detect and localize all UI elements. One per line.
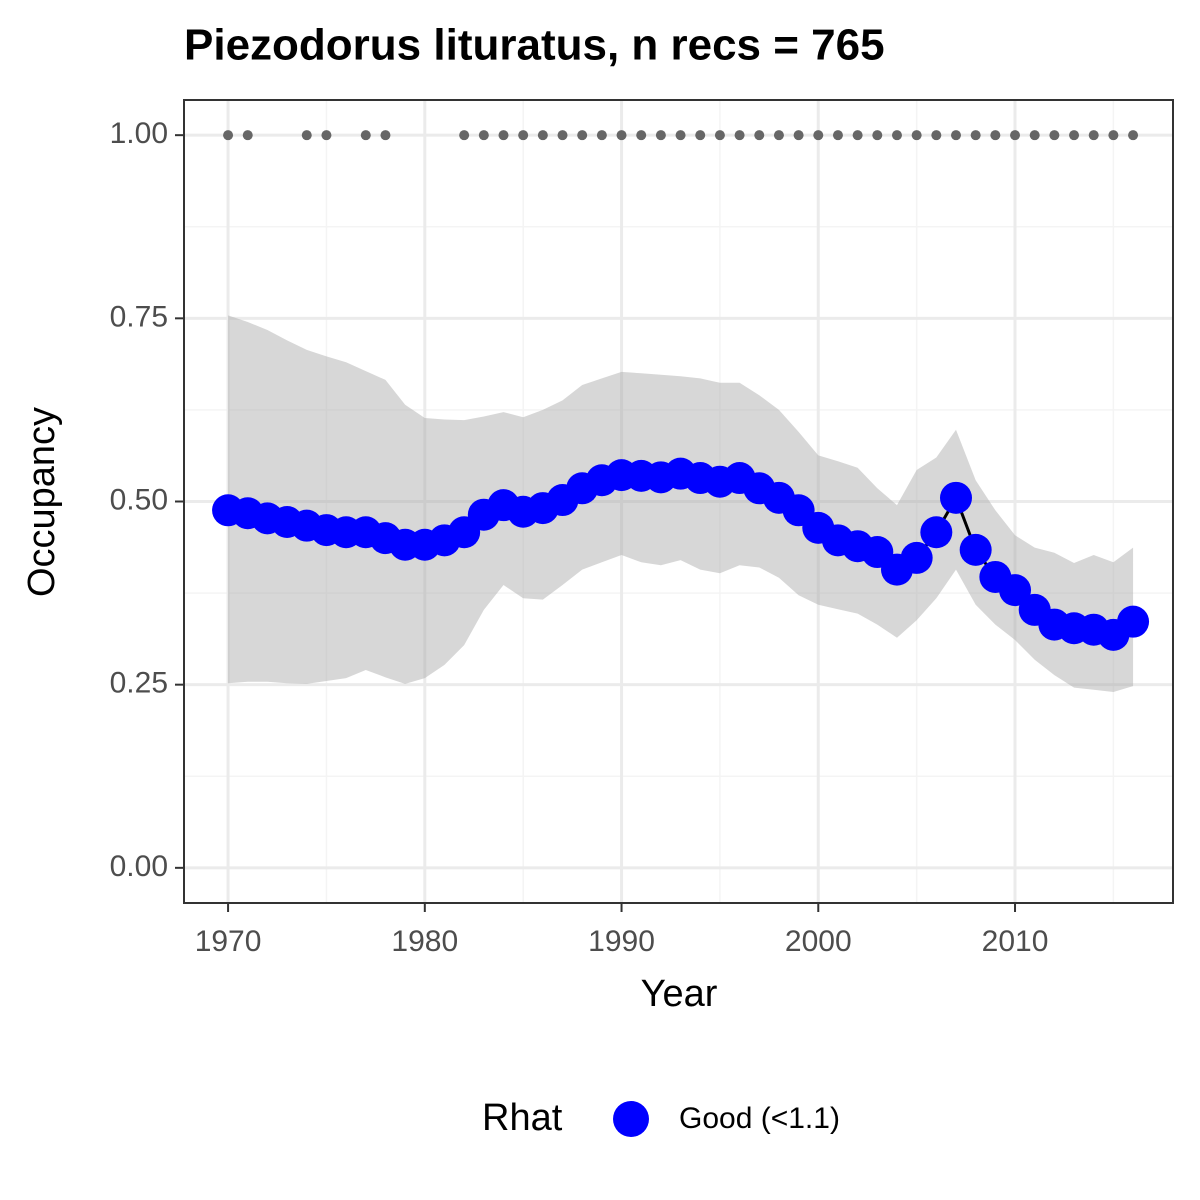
point — [959, 533, 992, 566]
record-dot — [675, 130, 686, 141]
x-tick-label: 2010 — [982, 925, 1049, 958]
point — [900, 541, 933, 574]
record-dot — [537, 130, 548, 141]
record-dot — [714, 130, 725, 141]
record-dot — [911, 130, 922, 141]
y-tick-label: 1.00 — [110, 117, 168, 150]
record-dot — [931, 130, 942, 141]
legend-marker — [613, 1101, 649, 1137]
y-tick-label: 0.50 — [110, 483, 168, 516]
record-dot — [990, 130, 1001, 141]
record-dot — [498, 130, 509, 141]
record-dot — [1010, 130, 1021, 141]
record-dot — [734, 130, 745, 141]
x-tick-label: 2000 — [785, 925, 852, 958]
record-dot — [1088, 130, 1099, 141]
record-dot — [1029, 130, 1040, 141]
record-dot — [813, 130, 824, 141]
record-dot — [1128, 130, 1139, 141]
chart-title: Piezodorus lituratus, n recs = 765 — [184, 21, 885, 70]
record-dot — [970, 130, 981, 141]
legend-title: Rhat — [482, 1097, 563, 1139]
record-dot — [223, 130, 234, 141]
panel-border — [183, 99, 1174, 904]
record-dot — [1108, 130, 1119, 141]
record-dot — [518, 130, 529, 141]
record-dot — [695, 130, 706, 141]
record-dot — [872, 130, 883, 141]
record-dot — [754, 130, 765, 141]
y-tick-label: 0.25 — [110, 667, 168, 700]
point — [939, 481, 972, 514]
x-tick-label: 1990 — [588, 925, 655, 958]
record-dot — [596, 130, 607, 141]
x-tick-label: 1970 — [195, 925, 262, 958]
confidence-ribbon — [228, 315, 1134, 692]
record-dot — [459, 130, 470, 141]
record-dot — [478, 130, 489, 141]
point — [920, 516, 953, 549]
y-axis-label: Occupancy — [21, 407, 63, 597]
record-dot — [301, 130, 312, 141]
record-dot — [773, 130, 784, 141]
record-dot — [1049, 130, 1060, 141]
record-dot — [950, 130, 961, 141]
record-dot — [577, 130, 588, 141]
record-dot — [793, 130, 804, 141]
record-dot — [616, 130, 627, 141]
point — [1117, 605, 1150, 638]
record-dot — [852, 130, 863, 141]
record-dot — [636, 130, 647, 141]
record-dot — [891, 130, 902, 141]
legend-label: Good (<1.1) — [679, 1102, 840, 1135]
point — [999, 574, 1032, 607]
record-dot — [1069, 130, 1080, 141]
x-axis-label: Year — [641, 973, 718, 1015]
record-dot — [360, 130, 371, 141]
y-tick-label: 0.75 — [110, 300, 168, 333]
record-dot — [832, 130, 843, 141]
record-dot — [380, 130, 391, 141]
y-tick-label: 0.00 — [110, 850, 168, 883]
record-dot — [321, 130, 332, 141]
record-dot — [242, 130, 253, 141]
x-tick-label: 1980 — [391, 925, 458, 958]
record-dot — [655, 130, 666, 141]
record-dot — [557, 130, 568, 141]
